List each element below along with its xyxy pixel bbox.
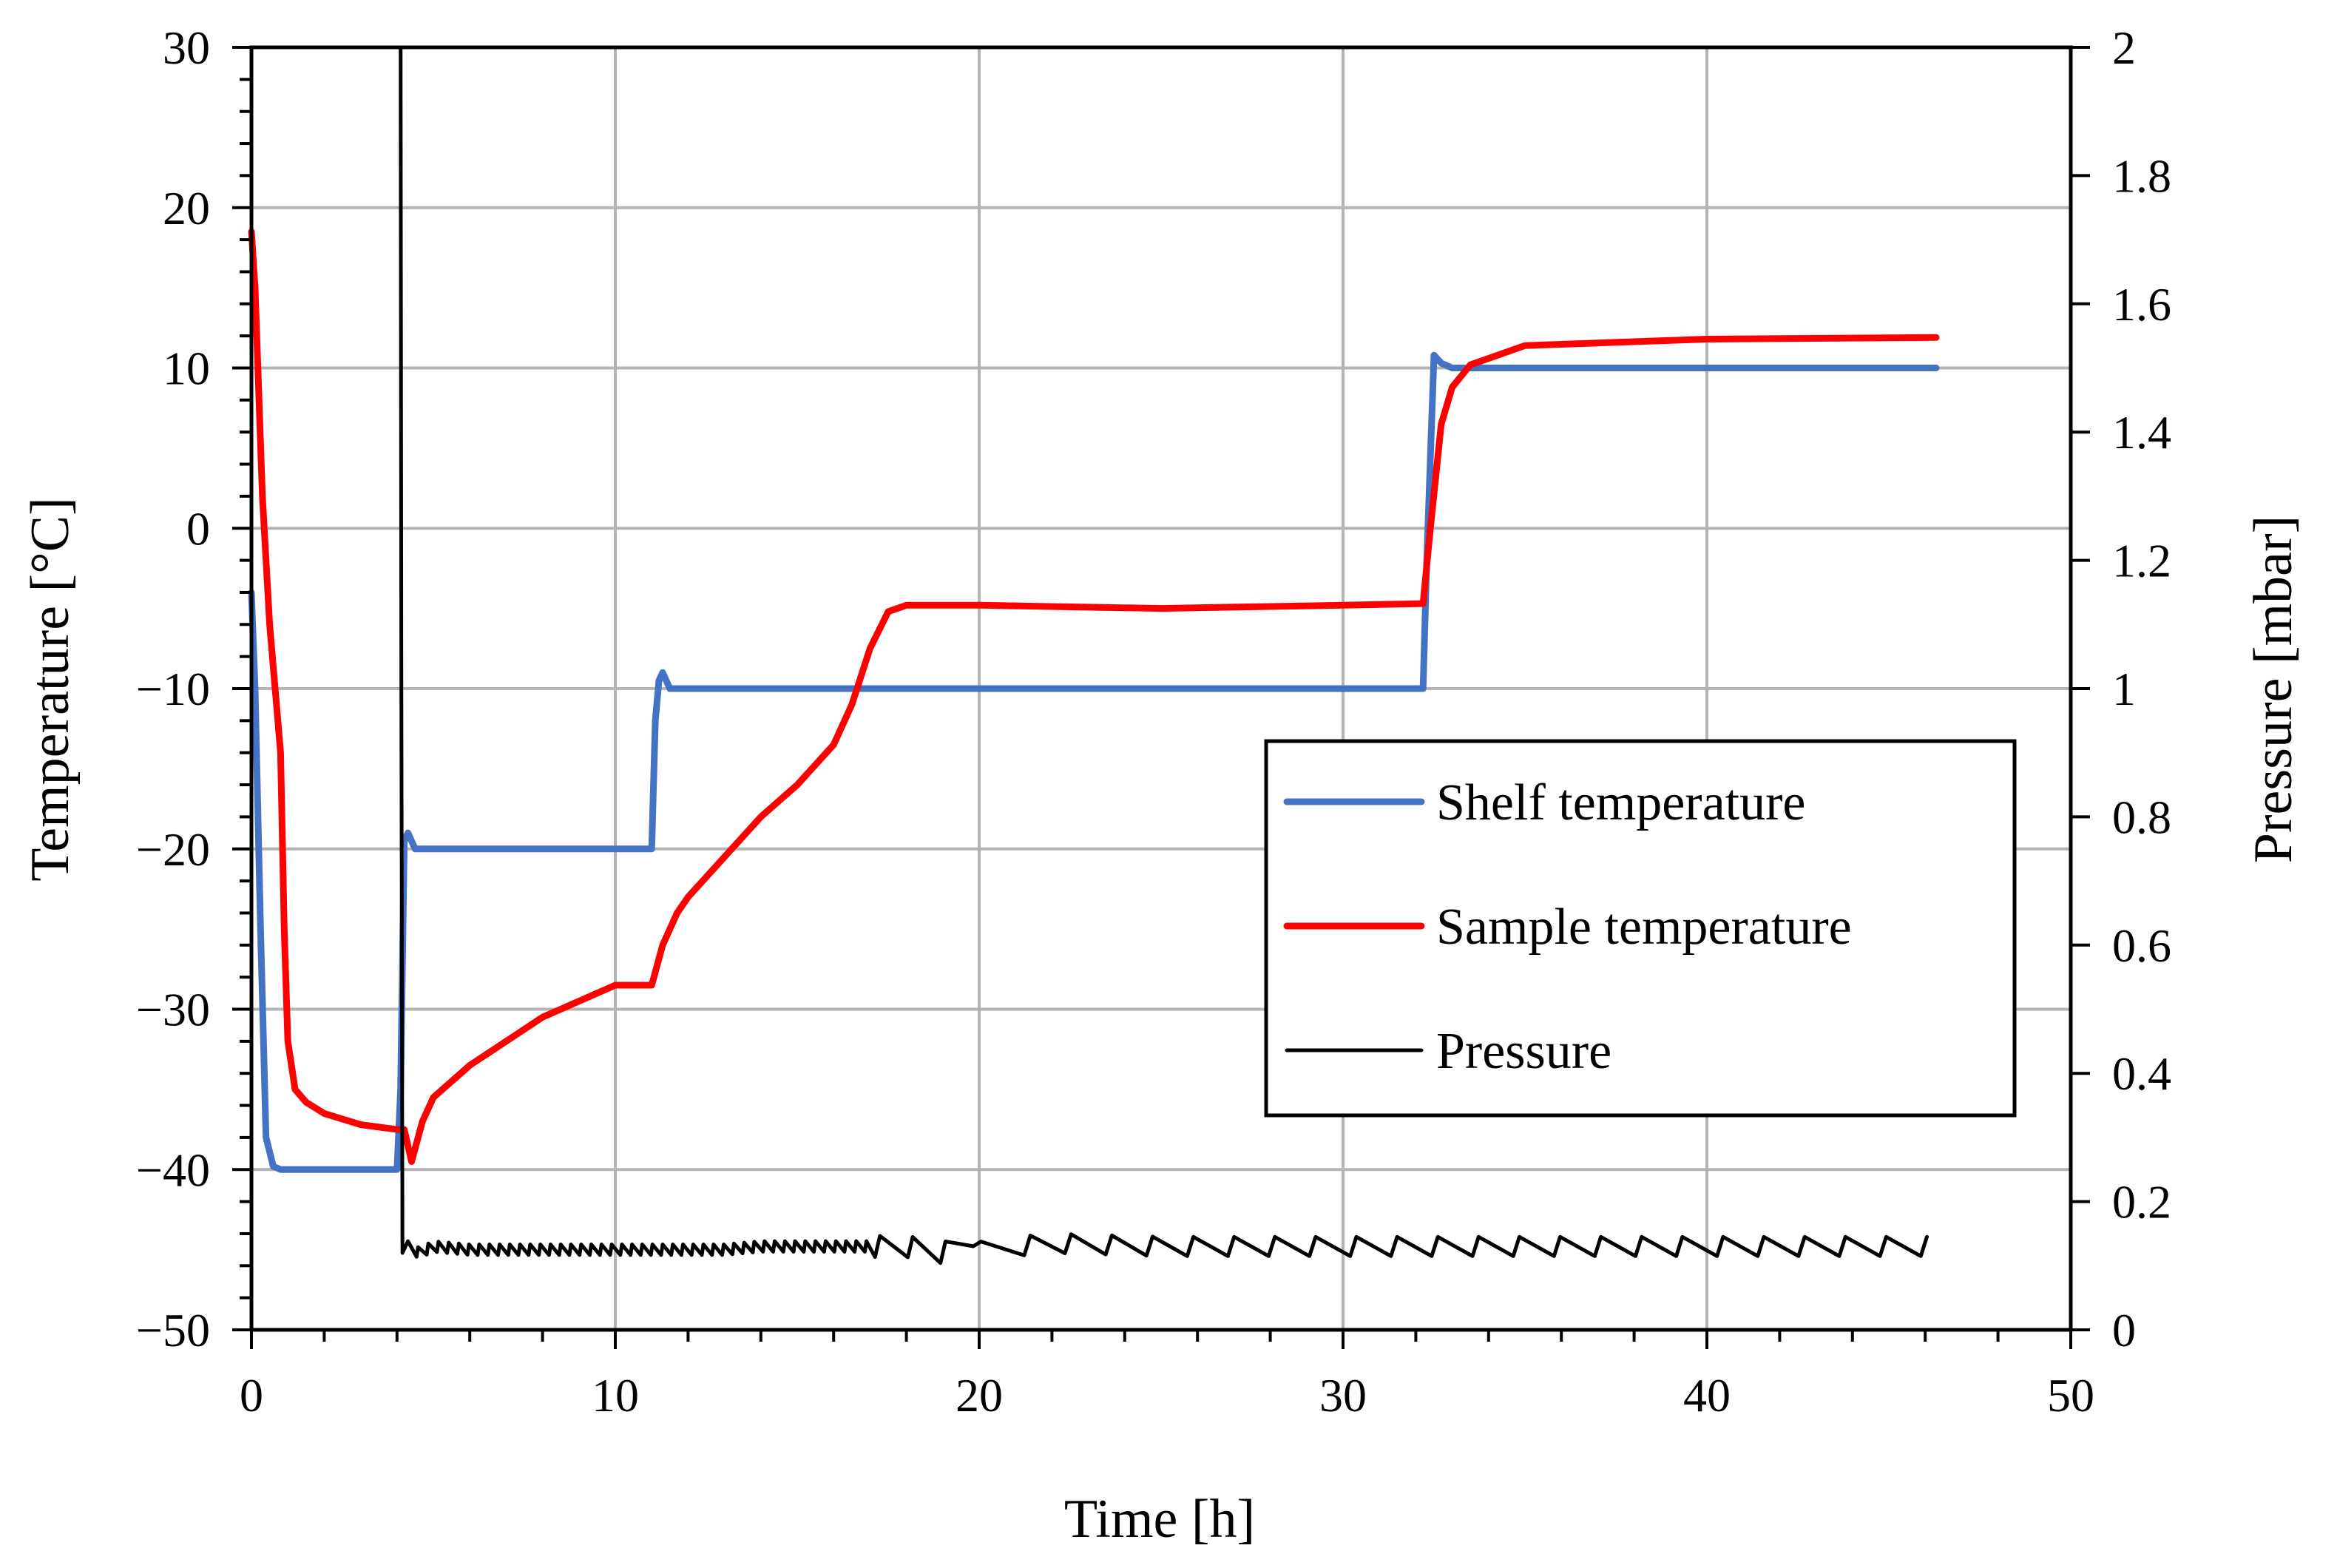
y-tick-label: −40 (136, 1143, 210, 1196)
y-axis-tick-labels: 30 20 10 0 −10 −20 −30 −40 −50 (136, 21, 210, 1356)
x-tick-label: 10 (592, 1369, 639, 1422)
x-tick-label: 20 (956, 1369, 1003, 1422)
y2-tick-label: 2 (2112, 21, 2136, 74)
series-layer (248, 45, 1940, 1265)
legend: Shelf temperature Sample temperature Pre… (1264, 739, 2017, 1118)
y2-axis-title: Pressure [mbar] (2243, 516, 2304, 864)
x-axis-tick-labels: 0 10 20 30 40 50 (240, 1369, 2094, 1422)
legend-label-pressure: Pressure (1436, 1023, 1611, 1080)
y-axis-title: Temperature [°C] (20, 497, 81, 882)
x-axis-title: Time [h] (1064, 1489, 1255, 1550)
axis-ticks (232, 46, 2090, 1349)
y-tick-label: 30 (163, 21, 210, 74)
y-tick-label: 20 (163, 182, 210, 234)
y2-tick-label: 0.4 (2112, 1047, 2171, 1100)
y-tick-label: −30 (136, 984, 210, 1036)
x-tick-label: 40 (1683, 1369, 1731, 1422)
legend-label-sample-temperature: Sample temperature (1436, 899, 1852, 956)
y-tick-label: 10 (163, 342, 210, 395)
y2-tick-label: 1 (2112, 663, 2136, 715)
series-line-sample-temperature (248, 228, 1940, 1165)
y2-tick-label: 1.6 (2112, 278, 2171, 331)
y2-tick-label: 0.2 (2112, 1176, 2171, 1229)
x-tick-label: 50 (2047, 1369, 2094, 1422)
y2-tick-label: 1.4 (2112, 406, 2171, 459)
y2-tick-label: 1.2 (2112, 535, 2171, 587)
y-tick-label: −10 (136, 663, 210, 715)
y-tick-label: 0 (186, 502, 210, 555)
legend-label-shelf-temperature: Shelf temperature (1436, 774, 1806, 831)
series-line-pressure (399, 45, 1929, 1265)
y2-axis-tick-labels: 2 1.8 1.6 1.4 1.2 1 0.8 0.6 0.4 0.2 0 (2112, 21, 2171, 1356)
y2-tick-label: 0 (2112, 1304, 2136, 1356)
y-tick-label: −50 (136, 1304, 210, 1356)
y2-tick-label: 0.8 (2112, 791, 2171, 843)
x-tick-label: 30 (1319, 1369, 1367, 1422)
y2-tick-label: 1.8 (2112, 149, 2171, 202)
y-tick-label: −20 (136, 823, 210, 876)
y2-tick-label: 0.6 (2112, 919, 2171, 972)
x-tick-label: 0 (240, 1369, 263, 1422)
